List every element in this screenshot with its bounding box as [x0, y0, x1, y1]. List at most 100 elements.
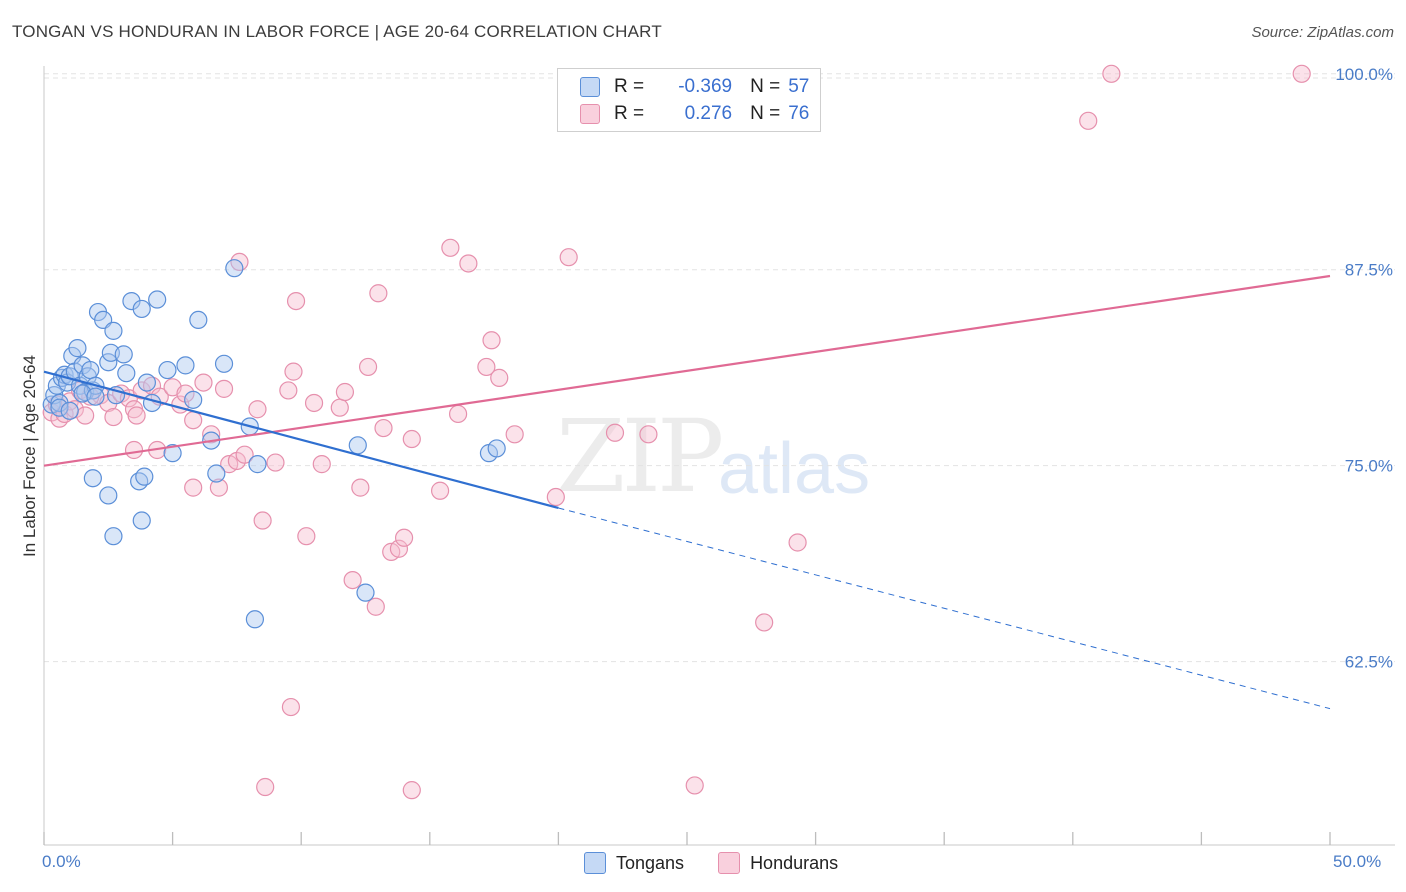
honduran-point: [505, 425, 524, 444]
honduran-point: [685, 776, 704, 795]
tongan-swatch: [580, 77, 600, 97]
hondurans-legend-swatch: [718, 852, 741, 874]
tongans-legend-swatch: [584, 852, 606, 874]
honduran-point: [214, 379, 234, 398]
honduran-point: [546, 487, 565, 507]
tongan-point: [356, 583, 375, 602]
tongan-point: [132, 511, 151, 530]
chart-title: TONGAN VS HONDURAN IN LABOR FORCE | AGE …: [12, 22, 662, 41]
honduran-point: [248, 400, 267, 419]
honduran-point: [279, 381, 298, 400]
honduran-point: [402, 429, 421, 449]
honduran-point: [202, 425, 221, 444]
tongan-trend-line: [43, 370, 559, 510]
watermark-zip: ZIP: [556, 398, 724, 515]
honduran-point: [448, 404, 468, 424]
legend-row-tongans: R = -0.369 N = 57: [580, 75, 809, 99]
tongan-point: [86, 387, 105, 406]
tongan-point: [50, 398, 69, 417]
honduran-point: [605, 423, 625, 442]
tongan-point: [487, 439, 506, 458]
axes: [43, 66, 1395, 846]
honduran-point: [394, 528, 414, 547]
legend-r-label: R =: [614, 103, 645, 124]
tongan-point: [137, 373, 156, 392]
honduran-point: [374, 418, 393, 438]
tongan-point: [245, 610, 265, 629]
tongan-point: [104, 321, 123, 340]
honduran-point: [184, 478, 203, 497]
honduran-point: [335, 382, 355, 402]
tongans-legend-label: Tongans: [616, 852, 685, 873]
y-tick-label: 75.0%: [1345, 457, 1393, 476]
honduran-r-value: 0.276: [684, 103, 733, 124]
honduran-point: [281, 697, 301, 717]
tongan-point: [248, 455, 267, 474]
honduran-point: [1079, 111, 1098, 130]
honduran-point: [459, 254, 478, 273]
honduran-point: [477, 357, 496, 377]
tongan-point: [214, 354, 234, 373]
y-axis-label: In Labor Force | Age 20-64: [20, 355, 39, 557]
tongan-point: [163, 444, 182, 463]
honduran-point: [194, 373, 213, 392]
honduran-point: [284, 362, 303, 381]
honduran-point: [482, 331, 501, 350]
tongan-point: [148, 290, 167, 309]
honduran-point: [184, 411, 203, 430]
honduran-point: [104, 407, 123, 427]
honduran-point: [209, 478, 228, 497]
honduran-point: [369, 284, 388, 303]
honduran-point: [559, 248, 578, 267]
honduran-point: [256, 777, 275, 797]
honduran-point: [304, 393, 324, 413]
hondurans-legend-label: Hondurans: [750, 852, 839, 873]
legend-n-label: N =: [750, 76, 781, 97]
honduran-point: [330, 398, 349, 417]
honduran-point: [286, 291, 306, 311]
watermark-atlas: atlas: [718, 429, 871, 509]
honduran-point: [441, 238, 460, 257]
honduran-point: [235, 445, 254, 464]
honduran-trend-line: [43, 274, 1331, 467]
tongan-point: [184, 390, 203, 409]
tongan-point: [158, 360, 177, 380]
y-tick-label: 62.5%: [1345, 653, 1393, 672]
honduran-point: [430, 481, 450, 500]
honduran-n-value: 76: [788, 103, 810, 124]
x-tick-label-min: 0.0%: [42, 852, 81, 871]
honduran-point: [127, 406, 146, 425]
tongan-point: [114, 345, 133, 364]
tongan-point: [348, 436, 367, 455]
honduran-point: [1292, 64, 1311, 83]
tongan-point: [225, 259, 244, 278]
honduran-point: [490, 368, 509, 387]
honduran-point: [253, 511, 272, 530]
legend-row-hondurans: R = 0.276 N = 76: [580, 102, 809, 126]
y-tick-label: 87.5%: [1345, 261, 1393, 280]
grid-lines: [44, 73, 1395, 663]
honduran-swatch: [580, 104, 600, 124]
tongan-point: [189, 310, 208, 330]
source-label: Source: ZipAtlas.com: [1251, 24, 1394, 41]
tongan-point: [176, 356, 195, 375]
honduran-point: [366, 597, 385, 616]
tongan-point: [99, 486, 118, 505]
tongan-point: [117, 364, 136, 383]
honduran-point: [755, 613, 774, 632]
honduran-point: [639, 425, 658, 444]
legend-n-label: N =: [750, 103, 781, 124]
tongan-point: [68, 339, 87, 358]
tongan-point: [135, 467, 154, 486]
series-legend: Tongans Hondurans: [584, 852, 838, 874]
honduran-point: [351, 478, 370, 497]
honduran-point: [343, 570, 362, 590]
y-tick-labels: 62.5% 75.0% 87.5% 100.0%: [1335, 65, 1393, 672]
legend-r-label: R =: [614, 76, 645, 97]
tongan-n-value: 57: [788, 76, 810, 97]
tongan-point: [104, 527, 123, 546]
tongan-points: [42, 259, 506, 629]
tongan-trend-extrapolation: [558, 507, 1331, 710]
honduran-point: [124, 440, 144, 460]
